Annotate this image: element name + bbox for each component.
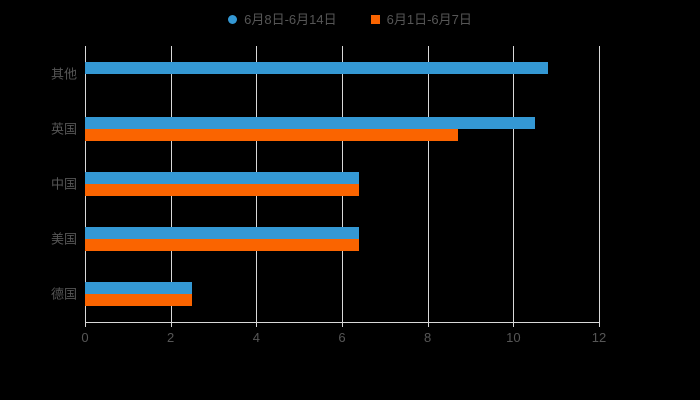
legend-item-series-1[interactable]: 6月1日-6月7日 (370, 11, 472, 27)
gridline-x-12 (599, 46, 600, 322)
x-tick-mark-8 (427, 322, 429, 327)
legend-circle-marker-blue (228, 14, 238, 24)
bar-其他-series-0[interactable] (85, 61, 548, 74)
x-tick-mark-0 (85, 322, 86, 327)
y-axis-label-4: 德国 (50, 286, 77, 302)
x-tick-label-2: 2 (167, 330, 175, 345)
legend-item-series-0[interactable]: 6月8日-6月14日 (228, 11, 337, 27)
gridline-x-10 (513, 46, 515, 322)
x-tick-label-8: 8 (424, 330, 432, 345)
bar-英国-series-0[interactable] (85, 116, 535, 129)
x-tick-mark-2 (170, 322, 172, 327)
bar-德国-series-1[interactable] (85, 294, 193, 307)
y-axis-label-2: 中国 (50, 176, 77, 192)
x-tick-label-10: 10 (506, 330, 521, 345)
x-tick-label-0: 0 (81, 330, 89, 345)
x-tick-label-6: 6 (338, 330, 346, 345)
legend-square-marker-orange (370, 14, 380, 24)
gridline-x-8 (427, 46, 429, 322)
y-axis-label-0: 其他 (50, 66, 77, 82)
x-tick-mark-4 (256, 322, 258, 327)
bar-美国-series-1[interactable] (85, 239, 360, 252)
x-tick-label-4: 4 (252, 330, 260, 345)
x-tick-mark-10 (513, 322, 515, 327)
chart-legend: 6月8日-6月14日 6月1日-6月7日 (0, 8, 700, 30)
bar-中国-series-0[interactable] (85, 172, 360, 184)
bar-德国-series-0[interactable] (85, 282, 193, 295)
bar-中国-series-1[interactable] (85, 184, 360, 196)
bar-英国-series-1[interactable] (85, 128, 458, 141)
x-tick-mark-6 (342, 322, 343, 327)
y-axis-label-3: 美国 (50, 231, 77, 247)
x-tick-label-12: 12 (591, 330, 607, 345)
x-tick-mark-12 (599, 322, 600, 327)
legend-label-series-1: 6月1日-6月7日 (386, 11, 472, 27)
y-axis-labels: 其他 英国 中国 美国 德国 (0, 46, 77, 322)
y-axis-label-1: 英国 (50, 121, 77, 137)
plot-area (85, 46, 600, 322)
legend-label-series-0: 6月8日-6月14日 (244, 11, 337, 27)
bar-美国-series-0[interactable] (85, 227, 360, 240)
